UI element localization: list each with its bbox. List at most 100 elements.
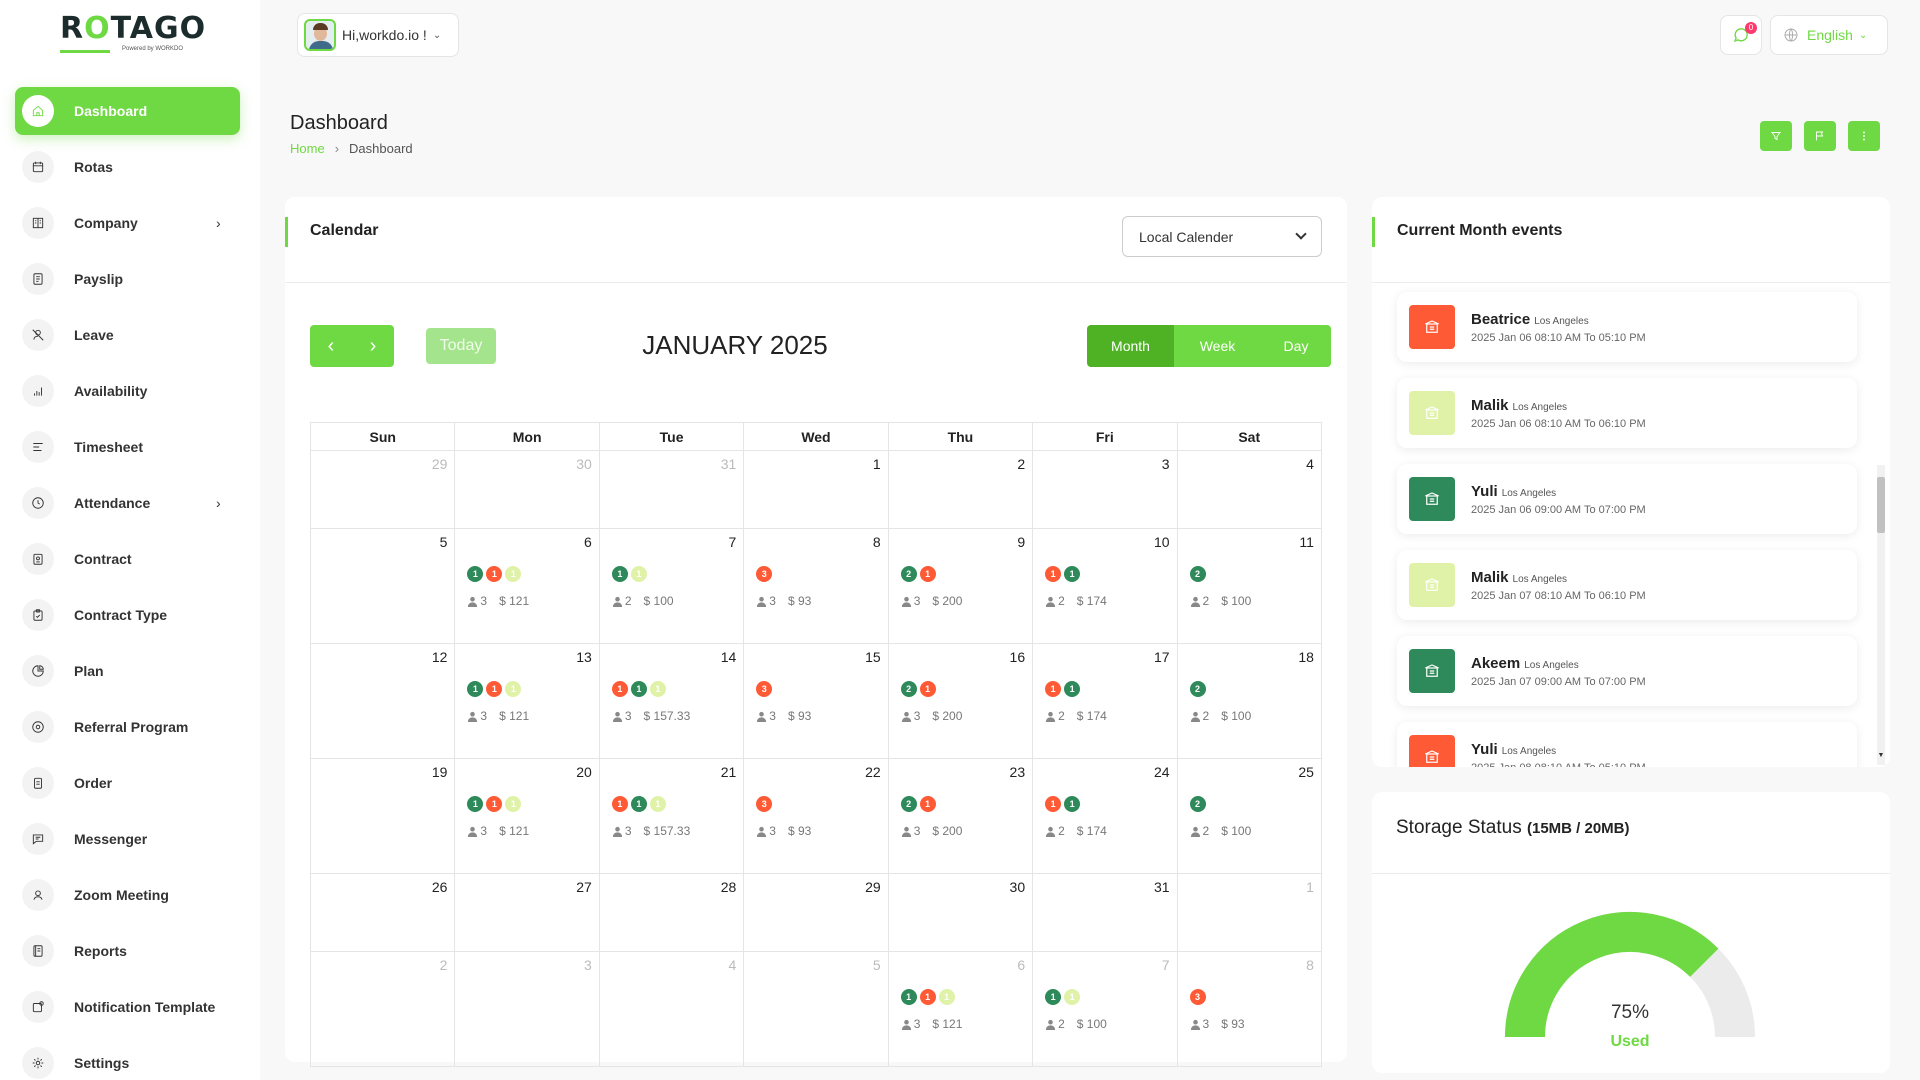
shift-count-badge[interactable]: 3	[1189, 989, 1206, 1005]
calendar-day-cell[interactable]: 2	[311, 952, 456, 1067]
shift-count-badge[interactable]: 1	[630, 796, 647, 812]
calendar-day-cell[interactable]: 13 1 1 1 3 $ 121	[455, 644, 600, 759]
day-number[interactable]: 31	[1153, 879, 1170, 895]
calendar-day-cell[interactable]: 17 1 1 2 $ 174	[1033, 644, 1178, 759]
shift-count-badge[interactable]: 3	[756, 796, 773, 812]
day-number[interactable]: 30	[1009, 879, 1026, 895]
day-number[interactable]: 21	[720, 764, 737, 780]
day-number[interactable]: 5	[439, 534, 448, 550]
day-number[interactable]: 4	[728, 957, 737, 973]
shift-count-badge[interactable]: 1	[919, 796, 936, 812]
day-number[interactable]: 7	[728, 534, 737, 550]
calendar-day-cell[interactable]: 19	[311, 759, 456, 874]
shift-count-badge[interactable]: 2	[900, 796, 917, 812]
sidebar-item-rotas[interactable]: Rotas	[15, 143, 240, 191]
day-number[interactable]: 2	[439, 957, 448, 973]
view-month-button[interactable]: Month	[1087, 325, 1174, 367]
calendar-day-cell[interactable]: 4	[1177, 451, 1322, 529]
shift-count-badge[interactable]: 1	[611, 796, 628, 812]
shift-count-badge[interactable]: 1	[630, 681, 647, 697]
breadcrumb-home-link[interactable]: Home	[290, 141, 325, 156]
shift-count-badge[interactable]: 1	[1064, 796, 1081, 812]
calendar-day-cell[interactable]: 30	[888, 874, 1034, 952]
day-number[interactable]: 4	[1306, 456, 1314, 472]
calendar-day-cell[interactable]: 1	[744, 451, 889, 529]
sidebar-item-contract-type[interactable]: Contract Type	[15, 591, 240, 639]
today-button[interactable]: Today	[426, 328, 496, 364]
messages-button[interactable]: 0	[1720, 15, 1762, 55]
calendar-day-cell[interactable]: 25 2 2 $ 100	[1177, 759, 1322, 874]
shift-count-badge[interactable]: 1	[649, 681, 666, 697]
shift-count-badge[interactable]: 1	[486, 681, 503, 697]
sidebar-item-contract[interactable]: Contract	[15, 535, 240, 583]
day-number[interactable]: 3	[1161, 456, 1170, 472]
calendar-day-cell[interactable]: 14 1 1 1 3 $ 157.33	[599, 644, 745, 759]
shift-count-badge[interactable]: 2	[1189, 796, 1206, 812]
calendar-day-cell[interactable]: 7 1 1 2 $ 100	[599, 529, 745, 644]
sidebar-item-dashboard[interactable]: Dashboard	[15, 87, 240, 135]
day-number[interactable]: 3	[584, 957, 592, 973]
calendar-day-cell[interactable]: 8 3 3 $ 93	[1177, 952, 1322, 1067]
sidebar-item-messenger[interactable]: Messenger	[15, 815, 240, 863]
day-number[interactable]: 10	[1153, 534, 1170, 550]
shift-count-badge[interactable]: 1	[505, 566, 522, 582]
calendar-day-cell[interactable]: 6 1 1 1 3 $ 121	[888, 952, 1034, 1067]
shift-count-badge[interactable]: 1	[1045, 796, 1062, 812]
calendar-day-cell[interactable]: 3	[455, 952, 600, 1067]
sidebar-item-zoom-meeting[interactable]: Zoom Meeting	[15, 871, 240, 919]
day-number[interactable]: 16	[1009, 649, 1026, 665]
more-options-button[interactable]	[1848, 121, 1880, 151]
shift-count-badge[interactable]: 1	[1064, 566, 1081, 582]
calendar-day-cell[interactable]: 9 2 1 3 $ 200	[888, 529, 1034, 644]
day-number[interactable]: 14	[720, 649, 737, 665]
shift-count-badge[interactable]: 1	[486, 566, 503, 582]
filter-button[interactable]	[1760, 121, 1792, 151]
day-number[interactable]: 15	[865, 649, 881, 665]
sidebar-item-payslip[interactable]: Payslip	[15, 255, 240, 303]
calendar-day-cell[interactable]: 29	[311, 451, 456, 529]
shift-count-badge[interactable]: 1	[630, 566, 647, 582]
calendar-day-cell[interactable]: 21 1 1 1 3 $ 157.33	[599, 759, 745, 874]
shift-count-badge[interactable]: 1	[467, 796, 484, 812]
day-number[interactable]: 13	[576, 649, 592, 665]
calendar-day-cell[interactable]: 24 1 1 2 $ 174	[1033, 759, 1178, 874]
shift-count-badge[interactable]: 1	[611, 566, 628, 582]
day-number[interactable]: 20	[576, 764, 592, 780]
day-number[interactable]: 19	[431, 764, 448, 780]
day-number[interactable]: 24	[1153, 764, 1170, 780]
calendar-day-cell[interactable]: 23 2 1 3 $ 200	[888, 759, 1034, 874]
day-number[interactable]: 22	[865, 764, 881, 780]
shift-count-badge[interactable]: 1	[1045, 989, 1062, 1005]
calendar-day-cell[interactable]: 20 1 1 1 3 $ 121	[455, 759, 600, 874]
shift-count-badge[interactable]: 1	[919, 566, 936, 582]
sidebar-item-settings[interactable]: Settings	[15, 1039, 240, 1080]
shift-count-badge[interactable]: 1	[900, 989, 917, 1005]
day-number[interactable]: 31	[720, 456, 737, 472]
sidebar-item-availability[interactable]: Availability	[15, 367, 240, 415]
events-scrollbar-thumb[interactable]	[1877, 477, 1885, 533]
shift-count-badge[interactable]: 1	[467, 566, 484, 582]
calendar-day-cell[interactable]: 12	[311, 644, 456, 759]
shift-count-badge[interactable]: 3	[756, 681, 773, 697]
day-number[interactable]: 12	[431, 649, 448, 665]
event-item[interactable]: Yuli Los Angeles 2025 Jan 06 09:00 AM To 0…	[1397, 464, 1857, 534]
shift-count-badge[interactable]: 1	[919, 989, 936, 1005]
calendar-day-cell[interactable]: 4	[599, 952, 745, 1067]
shift-count-badge[interactable]: 1	[919, 681, 936, 697]
language-selector[interactable]: English ⌄	[1770, 15, 1888, 55]
calendar-day-cell[interactable]: 1	[1177, 874, 1322, 952]
shift-count-badge[interactable]: 2	[1189, 681, 1206, 697]
events-scrollbar[interactable]	[1877, 465, 1885, 765]
shift-count-badge[interactable]: 2	[900, 566, 917, 582]
calendar-day-cell[interactable]: 5	[744, 952, 889, 1067]
shift-count-badge[interactable]: 1	[505, 796, 522, 812]
shift-count-badge[interactable]: 3	[756, 566, 773, 582]
view-day-button[interactable]: Day	[1261, 325, 1331, 367]
calendar-day-cell[interactable]: 3	[1033, 451, 1178, 529]
calendar-day-cell[interactable]: 22 3 3 $ 93	[744, 759, 889, 874]
sidebar-item-referral-program[interactable]: Referral Program	[15, 703, 240, 751]
day-number[interactable]: 25	[1298, 764, 1314, 780]
day-number[interactable]: 1	[872, 456, 881, 472]
day-number[interactable]: 8	[1306, 957, 1314, 973]
